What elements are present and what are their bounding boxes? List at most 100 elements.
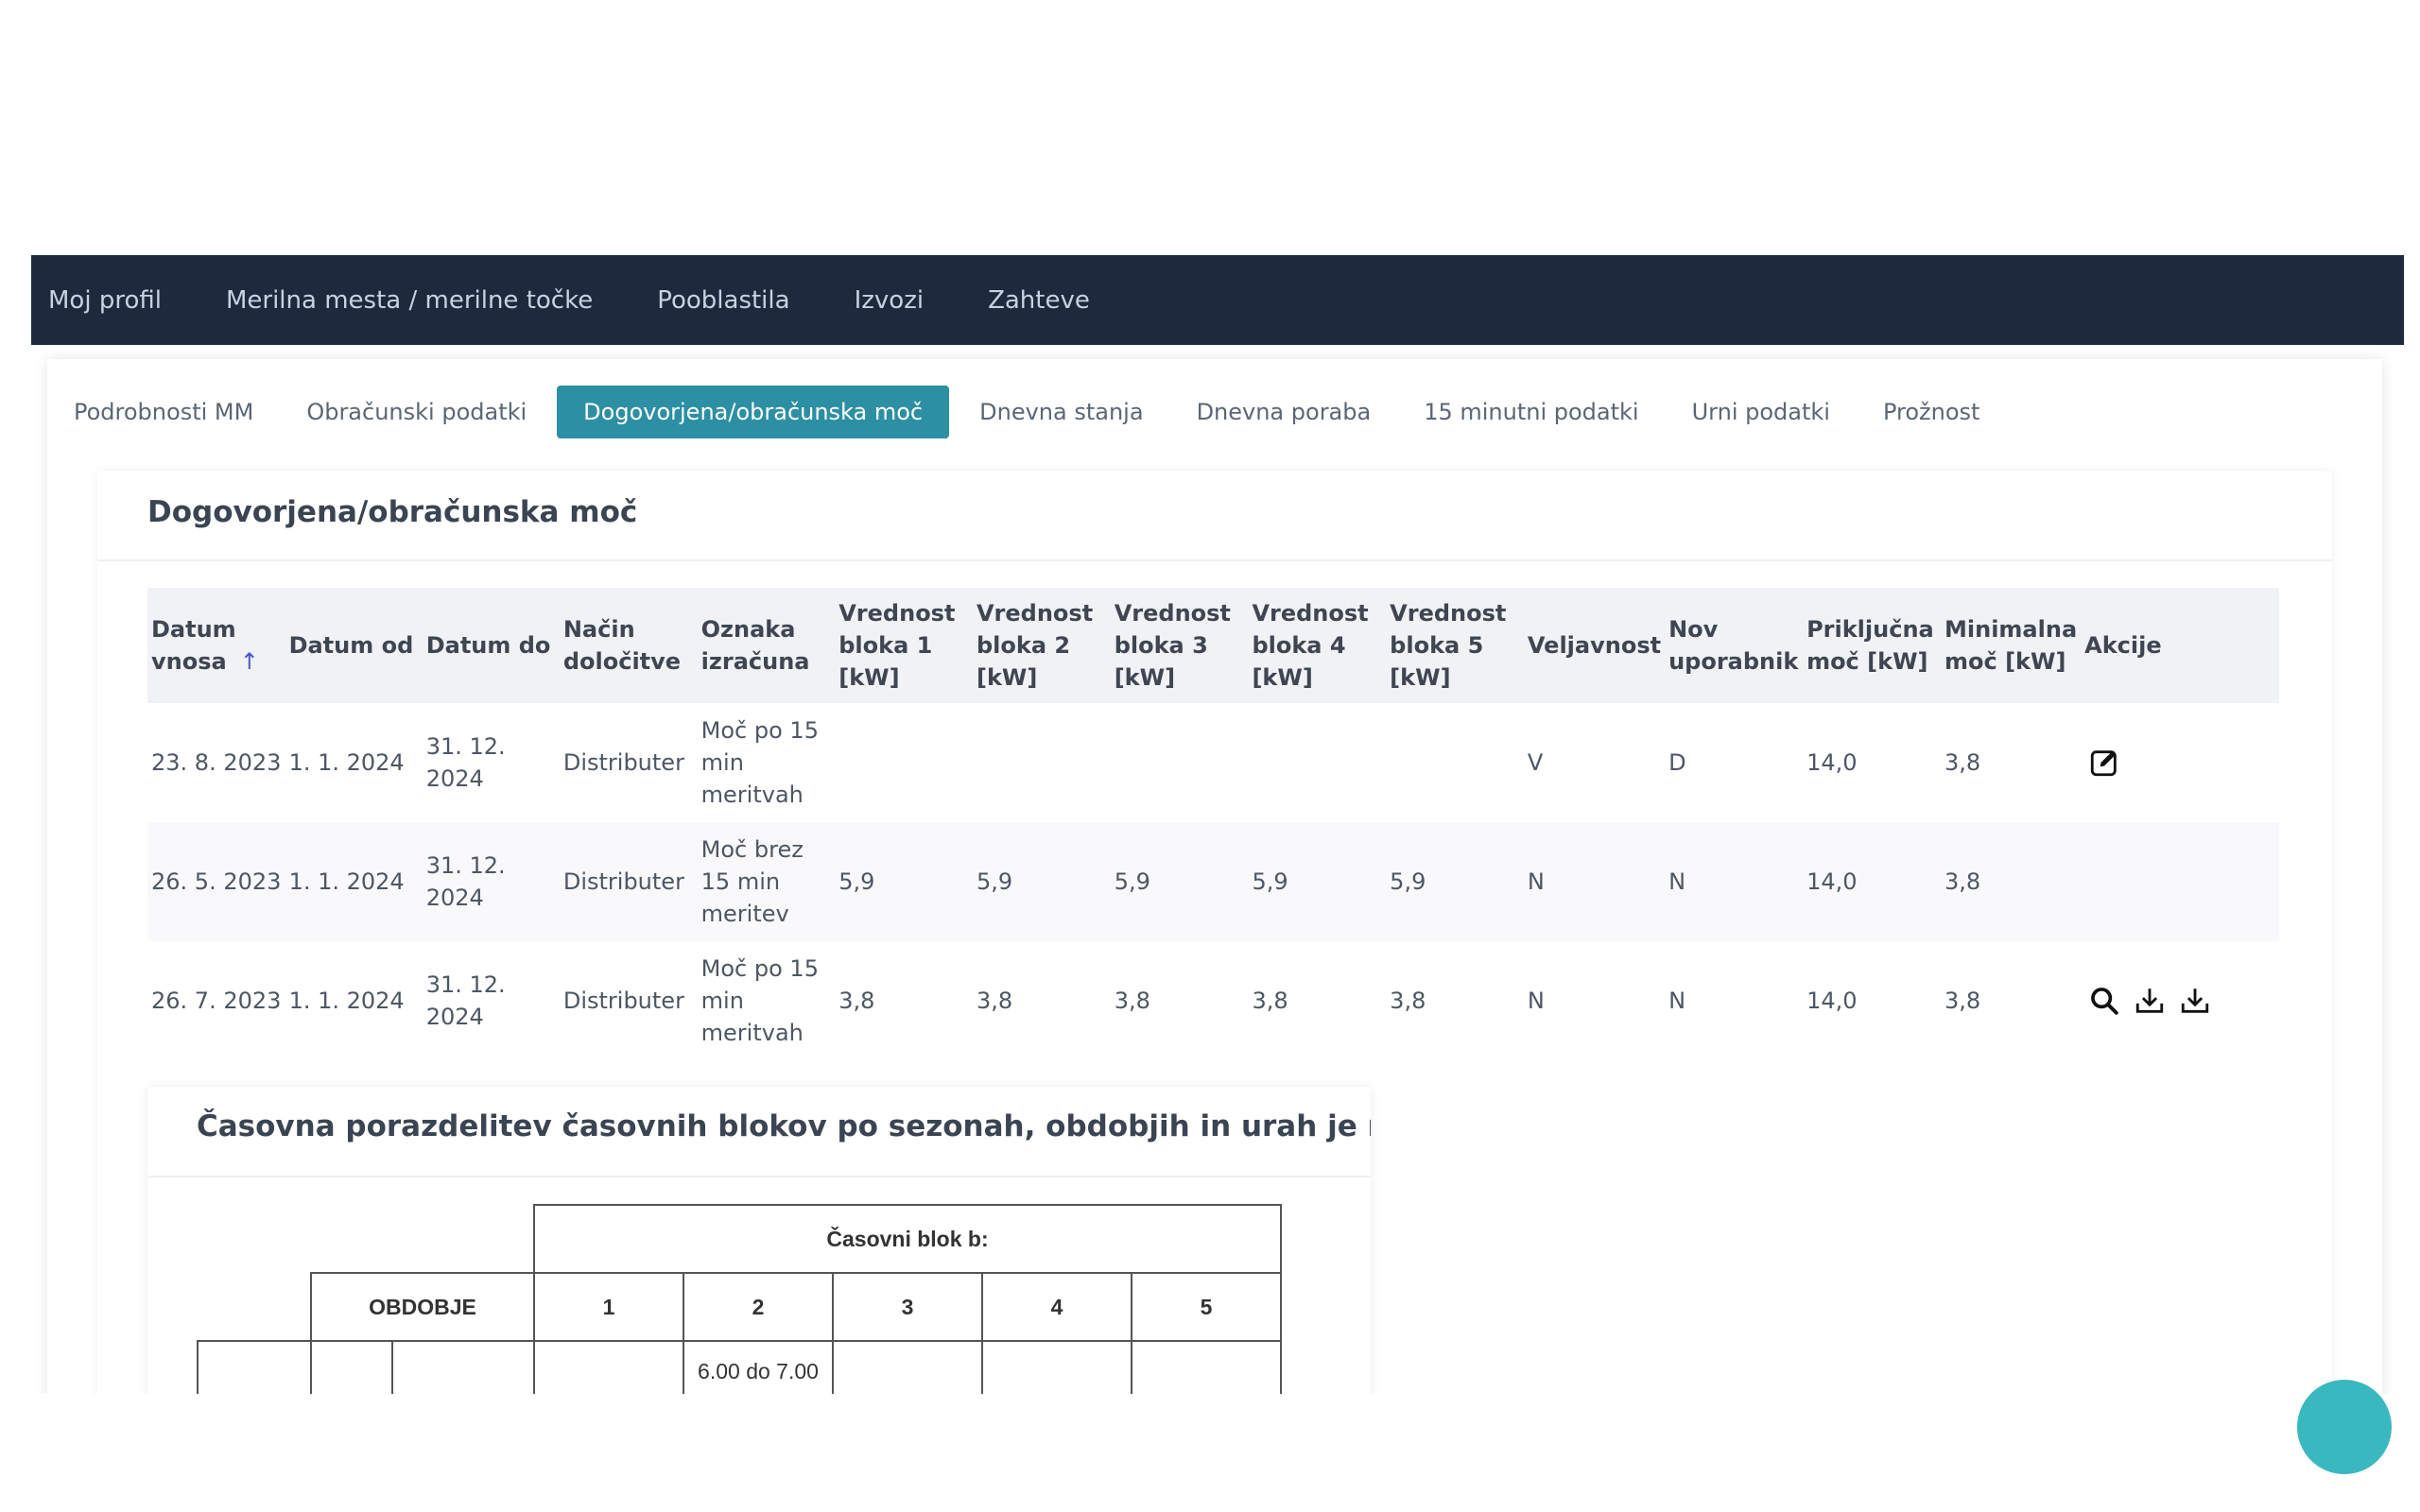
power-table: Datum vnosa ↑ Datum od Datum do Način določitv… (147, 588, 2279, 1060)
cell-prikljucna: 14,0 (1806, 749, 1858, 776)
nav-item-merilna-mesta[interactable]: Merilna mesta / merilne točke (225, 285, 594, 315)
cell-nov-uporabnik: N (1665, 822, 1804, 941)
tab-15-minutni-podatki[interactable]: 15 minutni podatki (1424, 399, 1639, 425)
block-col-5: 5 (1131, 1272, 1282, 1342)
cell-blok5: 3,8 (1390, 988, 1426, 1014)
cell-blok2: 5,9 (972, 822, 1111, 941)
block-col-2: 2 (683, 1272, 834, 1342)
nav-item-moj-profil[interactable]: Moj profil (48, 285, 162, 315)
column-header-7: Vrednost bloka 3 [kW] (1110, 588, 1249, 703)
tab-dogovorjena-moc[interactable]: Dogovorjena/obračunska moč (557, 386, 950, 438)
table-row: 23. 8. 2023 1. 1. 2024 31. 12. 2024 Distrib… (147, 703, 2279, 822)
nav-item-izvozi[interactable]: Izvozi (854, 285, 925, 315)
column-header-14: Akcije (2081, 588, 2279, 703)
cell-datum-od: 1. 1. 2024 (288, 988, 405, 1014)
sort-arrow-up-icon[interactable]: ↑ (239, 648, 259, 675)
cell-minimalna: 3,8 (1941, 822, 2082, 941)
cell-datum-od: 1. 1. 2024 (288, 749, 405, 776)
top-navbar: Moj profil Merilna mesta / merilne točke… (31, 255, 2404, 345)
download-icon[interactable] (2179, 985, 2211, 1017)
cell-prikljucna: 14,0 (1806, 988, 1858, 1014)
cell-actions (2081, 941, 2279, 1060)
table-row: 26. 7. 2023 1. 1. 2024 31. 12. 2024 Distrib… (147, 941, 2279, 1060)
cell-oznaka: Moč brez 15 min meritev (697, 822, 836, 941)
cell-blok1 (835, 703, 973, 822)
cell-prikljucna: 14,0 (1803, 822, 1941, 941)
column-header-10: Veljavnost (1523, 588, 1666, 703)
cell-veljavnost: N (1523, 822, 1666, 941)
cell-nov-uporabnik: D (1668, 749, 1686, 776)
cell-datum-do: 31. 12. 2024 (425, 971, 506, 1030)
column-header-5: Vrednost bloka 1 [kW] (835, 588, 973, 703)
tab-obracunski-podatki[interactable]: Obračunski podatki (306, 399, 527, 425)
cell-datum-od: 1. 1. 2024 (285, 822, 423, 941)
cell-nacin: Distributer (562, 749, 684, 776)
cell-blok4 (1248, 703, 1386, 822)
cell-blok2: 3,8 (976, 988, 1013, 1014)
section-divider (97, 559, 2332, 561)
cell-blok3: 5,9 (1110, 822, 1249, 941)
column-header-4: Oznaka izračuna (697, 588, 836, 703)
nav-item-pooblastila[interactable]: Pooblastila (657, 285, 790, 315)
cell-actions (2081, 703, 2279, 822)
column-header-8: Vrednost bloka 4 [kW] (1248, 588, 1387, 703)
cell-blok1: 3,8 (838, 988, 875, 1014)
cell-datum-vnosa: 26. 7. 2023 (151, 988, 282, 1014)
distribution-divider (147, 1176, 1371, 1177)
cell-blok2 (973, 703, 1111, 822)
block-header: Časovni blok b: (533, 1204, 1282, 1274)
column-header-9: Vrednost bloka 5 [kW] (1386, 588, 1524, 703)
empty-corner (198, 1205, 534, 1273)
cell-oznaka: Moč po 15 min meritvah (700, 955, 819, 1046)
column-header-11: Nov uporabnik (1665, 588, 1804, 703)
cell-blok1: 5,9 (835, 822, 973, 941)
cell-blok4: 5,9 (1248, 822, 1387, 941)
tab-bar: Podrobnosti MM Obračunski podatki Dogovo… (47, 386, 2006, 438)
column-header-2: Datum do (422, 588, 560, 703)
column-header-3: Način določitve (559, 588, 698, 703)
download-icon[interactable] (2134, 985, 2166, 1017)
cell-blok5 (1386, 703, 1524, 822)
cell-blok3 (1111, 703, 1249, 822)
cell-datum-vnosa: 26. 5. 2023 (147, 822, 285, 941)
cell-veljavnost: V (1527, 749, 1544, 776)
cell-oznaka: Moč po 15 min meritvah (700, 717, 819, 808)
cell-veljavnost: N (1527, 988, 1545, 1014)
tab-urni-podatki[interactable]: Urni podatki (1691, 399, 1830, 425)
tab-dnevna-poraba[interactable]: Dnevna poraba (1196, 399, 1372, 425)
empty-corner-2 (198, 1273, 311, 1341)
edit-icon[interactable] (2088, 747, 2120, 779)
tab-dnevna-stanja[interactable]: Dnevna stanja (979, 399, 1144, 425)
nav-item-zahteve[interactable]: Zahteve (988, 285, 1090, 315)
column-header-1: Datum od (285, 588, 423, 703)
column-header-6: Vrednost bloka 2 [kW] (972, 588, 1111, 703)
cell-blok3: 3,8 (1114, 988, 1150, 1014)
column-header-12: Priključna moč [kW] (1803, 588, 1941, 703)
distribution-title: Časovna porazdelitev časovnih blokov po … (197, 1109, 1371, 1143)
cell-blok4: 3,8 (1252, 988, 1288, 1014)
cell-blok5: 5,9 (1386, 822, 1524, 941)
table-row: 26. 5. 2023 1. 1. 2024 31. 12. 2024 Distrib… (147, 822, 2279, 941)
block-col-3: 3 (832, 1272, 983, 1342)
cell-nov-uporabnik: N (1668, 988, 1686, 1014)
section-title: Dogovorjena/obračunska moč (147, 495, 638, 529)
cell-datum-do: 31. 12. 2024 (422, 822, 560, 941)
cell-datum-do: 31. 12. 2024 (425, 733, 506, 792)
search-icon[interactable] (2088, 985, 2120, 1017)
tab-podrobnosti-mm[interactable]: Podrobnosti MM (74, 399, 254, 425)
cell-actions (2081, 822, 2279, 941)
tab-proznost[interactable]: Prožnost (1882, 399, 1980, 425)
cell-minimalna: 3,8 (1945, 988, 1981, 1014)
column-header-0[interactable]: Datum vnosa ↑ (147, 588, 285, 703)
table-header-row: Datum vnosa ↑ Datum od Datum do Način določitv… (147, 588, 2279, 703)
chat-fab-button[interactable] (2297, 1380, 2392, 1474)
cell-nacin: Distributer (562, 988, 684, 1014)
block-col-1: 1 (533, 1272, 684, 1342)
cell-datum-vnosa: 23. 8. 2023 (151, 749, 282, 776)
cell-minimalna: 3,8 (1945, 749, 1981, 776)
block-col-4: 4 (981, 1272, 1132, 1342)
viewport-bottom (0, 1394, 2420, 1512)
period-header: OBDOBJE (310, 1272, 535, 1342)
cell-nacin: Distributer (559, 822, 698, 941)
column-header-13: Minimalna moč [kW] (1941, 588, 2082, 703)
